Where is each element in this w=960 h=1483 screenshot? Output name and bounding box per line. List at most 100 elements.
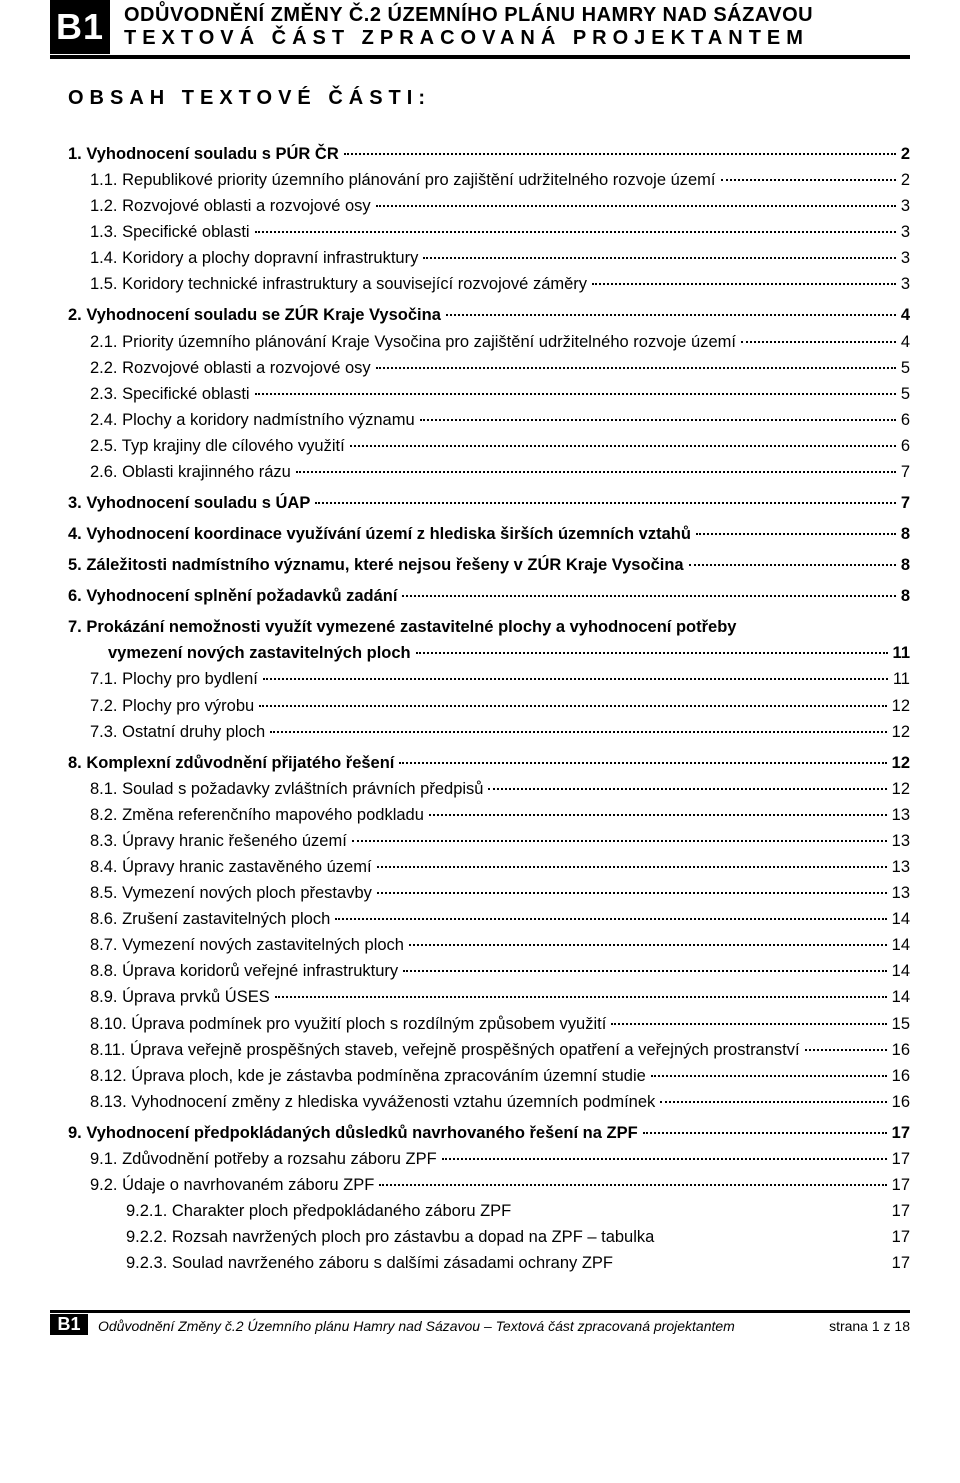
toc-entry-page: 2 — [899, 142, 910, 167]
toc-entry: 7. Prokázání nemožnosti využít vymezené … — [68, 615, 910, 640]
footer-text: Odůvodnění Změny č.2 Územního plánu Hamr… — [88, 1314, 829, 1335]
toc-entry-page: 3 — [899, 220, 910, 245]
toc-entry: 2.3. Specifické oblasti5 — [68, 382, 910, 407]
toc-entry-label: 9.2.1. Charakter ploch předpokládaného z… — [126, 1199, 513, 1224]
toc-entry-page: 3 — [899, 272, 910, 297]
toc-entry: 8.9. Úprava prvků ÚSES 14 — [68, 985, 910, 1010]
toc-entry-page: 14 — [890, 959, 910, 984]
toc-entry-label: 6. Vyhodnocení splnění požadavků zadání — [68, 584, 399, 609]
toc-entry: 1.2. Rozvojové oblasti a rozvojové osy3 — [68, 194, 910, 219]
toc-entry-label: 8.12. Úprava ploch, kde je zástavba podm… — [90, 1064, 648, 1089]
toc-entry-page: 8 — [899, 553, 910, 578]
toc-entry-label: 8.7. Vymezení nových zastavitelných ploc… — [90, 933, 406, 958]
toc-leader-dots — [335, 918, 886, 920]
toc-entry: 1.3. Specifické oblasti 3 — [68, 220, 910, 245]
toc-leader-dots — [275, 996, 887, 998]
toc-leader-dots — [403, 970, 887, 972]
footer-badge: B1 — [50, 1314, 88, 1335]
toc-leader-dots — [296, 471, 896, 473]
toc-entry-page: 2 — [899, 168, 910, 193]
toc-entry: 8.12. Úprava ploch, kde je zástavba podm… — [68, 1064, 910, 1089]
toc-leader-dots — [259, 705, 886, 707]
toc-leader-dots — [423, 257, 895, 259]
toc-entry-label: 9.1. Zdůvodnění potřeby a rozsahu záboru… — [90, 1147, 439, 1172]
toc-entry-page: 5 — [899, 356, 910, 381]
toc-entry-label: 8.8. Úprava koridorů veřejné infrastrukt… — [90, 959, 400, 984]
toc-entry-continuation: vymezení nových zastavitelných ploch11 — [68, 641, 910, 666]
toc-entry-page: 12 — [890, 777, 910, 802]
toc-leader-dots — [592, 283, 896, 285]
toc-entry-page: 17 — [890, 1147, 910, 1172]
header-titles: ODŮVODNĚNÍ ZMĚNY Č.2 ÚZEMNÍHO PLÁNU HAMR… — [110, 0, 910, 54]
toc-leader-dots — [377, 892, 887, 894]
toc-entry-page: 14 — [890, 985, 910, 1010]
toc-entry-label: 1.2. Rozvojové oblasti a rozvojové osy — [90, 194, 373, 219]
toc-leader-dots — [344, 153, 896, 155]
toc-entry-page: 15 — [890, 1012, 910, 1037]
toc-entry: 2.2. Rozvojové oblasti a rozvojové osy 5 — [68, 356, 910, 381]
toc-entry-label: 1.4. Koridory a plochy dopravní infrastr… — [90, 246, 420, 271]
header-title-line2: TEXTOVÁ ČÁST ZPRACOVANÁ PROJEKTANTEM — [124, 27, 910, 50]
toc-entry-page: 11 — [891, 641, 910, 666]
toc-entry-label: 1.3. Specifické oblasti — [90, 220, 252, 245]
toc-entry-page: 14 — [890, 907, 910, 932]
toc-entry: 1.4. Koridory a plochy dopravní infrastr… — [68, 246, 910, 271]
toc-entry-page: 17 — [890, 1199, 910, 1224]
toc-entry-label: 2.2. Rozvojové oblasti a rozvojové osy — [90, 356, 373, 381]
toc-entry: 1.5. Koridory technické infrastruktury a… — [68, 272, 910, 297]
toc-entry: 5. Záležitosti nadmístního významu, kter… — [68, 553, 910, 578]
toc-entry: 9.2.2. Rozsah navržených ploch pro zásta… — [68, 1225, 910, 1250]
toc-entry-label: 2. Vyhodnocení souladu se ZÚR Kraje Vyso… — [68, 303, 443, 328]
toc-leader-dots — [611, 1023, 886, 1025]
toc-entry: 8.10. Úprava podmínek pro využití ploch … — [68, 1012, 910, 1037]
toc-entry: 3. Vyhodnocení souladu s ÚAP 7 — [68, 491, 910, 516]
toc-entry: 7.2. Plochy pro výrobu12 — [68, 694, 910, 719]
toc-entry-label: 8.6. Zrušení zastavitelných ploch — [90, 907, 332, 932]
toc-leader-dots — [741, 341, 896, 343]
toc-entry-page: 16 — [890, 1038, 910, 1063]
toc-entry: 2.6. Oblasti krajinného rázu7 — [68, 460, 910, 485]
toc-leader-dots — [350, 445, 896, 447]
toc-entry: 9.2.1. Charakter ploch předpokládaného z… — [68, 1199, 910, 1224]
toc-leader-dots — [696, 533, 896, 535]
toc-entry: 1. Vyhodnocení souladu s PÚR ČR2 — [68, 142, 910, 167]
toc-entry-page: 5 — [899, 382, 910, 407]
toc-entry-label: 8.1. Soulad s požadavky zvláštních právn… — [90, 777, 485, 802]
toc-entry-label: 8.9. Úprava prvků ÚSES — [90, 985, 272, 1010]
toc-entry-page: 13 — [890, 829, 910, 854]
toc-entry-label: 1.5. Koridory technické infrastruktury a… — [90, 272, 589, 297]
toc-entry-label: 9.2. Údaje o navrhovaném záboru ZPF — [90, 1173, 376, 1198]
document-header: B1 ODŮVODNĚNÍ ZMĚNY Č.2 ÚZEMNÍHO PLÁNU H… — [50, 0, 910, 59]
toc-entry-label: 3. Vyhodnocení souladu s ÚAP — [68, 491, 312, 516]
toc-entry-page: 8 — [899, 584, 910, 609]
toc-leader-dots — [399, 762, 886, 764]
toc-entry-page: 12 — [890, 720, 910, 745]
toc-entry-label: 8.11. Úprava veřejně prospěšných staveb,… — [90, 1038, 802, 1063]
toc-entry: 9.2.3. Soulad navrženého záboru s dalším… — [68, 1251, 910, 1276]
toc-entry-page: 7 — [899, 491, 910, 516]
toc-entry: 9.2. Údaje o navrhovaném záboru ZPF17 — [68, 1173, 910, 1198]
toc-entry: 4. Vyhodnocení koordinace využívání územ… — [68, 522, 910, 547]
toc-leader-dots — [429, 814, 887, 816]
toc-leader-dots — [376, 367, 896, 369]
toc-entry: 9. Vyhodnocení předpokládaných důsledků … — [68, 1121, 910, 1146]
toc-entry-page: 13 — [890, 881, 910, 906]
toc-entry-page: 12 — [890, 694, 910, 719]
toc-entry-label: 2.4. Plochy a koridory nadmístního význa… — [90, 408, 417, 433]
toc-entry: 8.5. Vymezení nových ploch přestavby13 — [68, 881, 910, 906]
toc-leader-dots — [255, 231, 896, 233]
toc-leader-dots — [255, 393, 896, 395]
toc-entry: 8.4. Úpravy hranic zastavěného území13 — [68, 855, 910, 880]
toc-entry: 2.1. Priority územního plánování Kraje V… — [68, 330, 910, 355]
toc-entry: 6. Vyhodnocení splnění požadavků zadání 8 — [68, 584, 910, 609]
toc-leader-dots — [377, 866, 887, 868]
header-badge: B1 — [50, 0, 110, 54]
toc-entry-label: 8.13. Vyhodnocení změny z hlediska vyváž… — [90, 1090, 657, 1115]
document-footer: B1 Odůvodnění Změny č.2 Územního plánu H… — [50, 1310, 910, 1335]
toc-entry-label: 9. Vyhodnocení předpokládaných důsledků … — [68, 1121, 640, 1146]
toc-leader-dots — [270, 731, 886, 733]
toc-entry-label: 8.10. Úprava podmínek pro využití ploch … — [90, 1012, 608, 1037]
toc-leader-dots — [651, 1075, 887, 1077]
toc-entry-label: 7. Prokázání nemožnosti využít vymezené … — [68, 615, 738, 640]
toc-entry-label: 5. Záležitosti nadmístního významu, kter… — [68, 553, 686, 578]
